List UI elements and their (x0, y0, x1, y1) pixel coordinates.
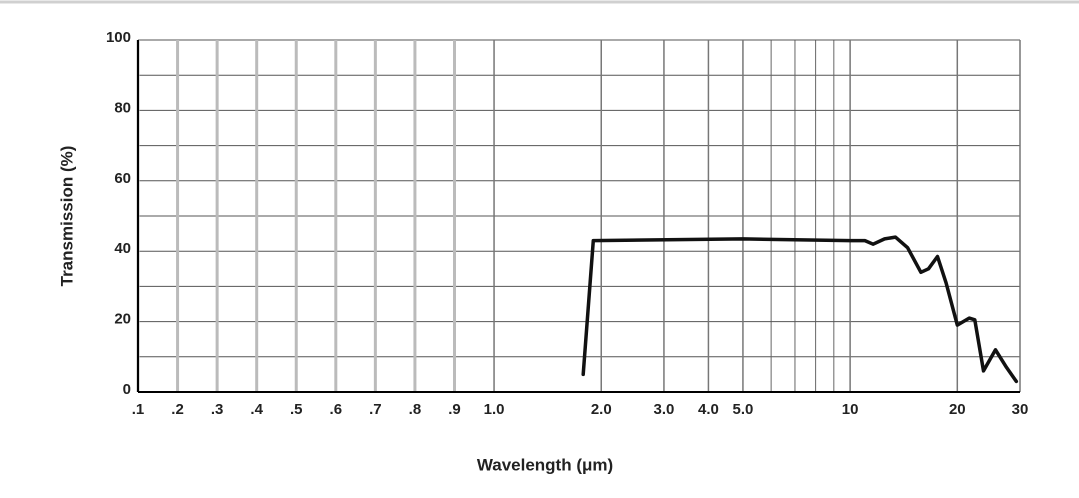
x-tick-label: 5.0 (733, 401, 754, 418)
x-tick-label: 4.0 (698, 401, 719, 418)
x-tick-label: 1.0 (484, 401, 505, 418)
x-tick-label: .8 (409, 401, 422, 418)
x-tick-label: .1 (132, 401, 145, 418)
x-tick-label: .9 (448, 401, 461, 418)
y-tick-label: 40 (114, 240, 131, 257)
y-tick-label: 80 (114, 99, 131, 116)
x-tick-label: 10 (842, 401, 859, 418)
y-tick-label: 0 (123, 381, 131, 398)
x-tick-label: 30 (1012, 401, 1029, 418)
y-tick-label: 100 (106, 29, 131, 46)
x-tick-label: .2 (171, 401, 184, 418)
transmission-line (581, 235, 1019, 384)
x-tick-label: 2.0 (591, 401, 612, 418)
y-tick-label: 60 (114, 170, 131, 187)
x-tick-label: .5 (290, 401, 303, 418)
x-tick-label: .7 (369, 401, 382, 418)
x-tick-label: .4 (250, 401, 263, 418)
x-tick-label: .3 (211, 401, 224, 418)
x-tick-label: 3.0 (654, 401, 675, 418)
x-axis-label: Wavelength (μm) (477, 455, 613, 474)
y-axis-label: Transmission (%) (57, 146, 76, 287)
x-tick-label: 20 (949, 401, 966, 418)
y-tick-label: 20 (114, 311, 131, 328)
x-tick-label: .6 (330, 401, 343, 418)
